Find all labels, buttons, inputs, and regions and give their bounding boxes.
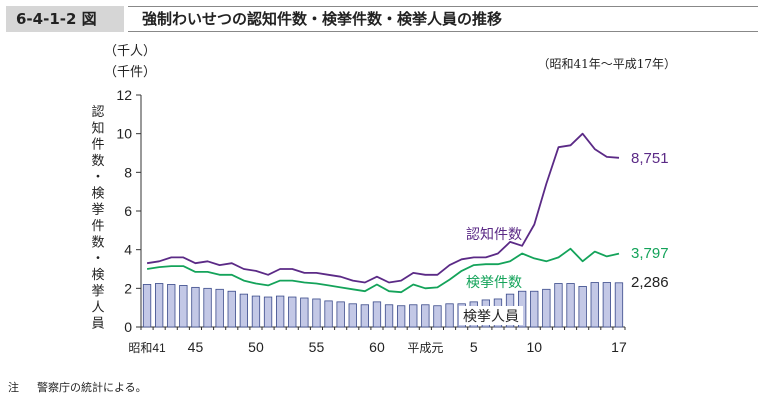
y-axis-label-char: 件	[91, 218, 104, 233]
bar-persons	[251, 295, 261, 328]
y-axis-label-char: 検	[91, 267, 104, 282]
y-tick-label: 0	[124, 319, 132, 335]
period-label: （昭和41年～平成17年）	[537, 57, 676, 71]
y-axis-label-char: 人	[91, 299, 104, 314]
chart-note: 注 警察庁の統計による。	[8, 379, 147, 395]
series-label-recognized: 認知件数	[466, 226, 522, 242]
bar-persons	[215, 288, 224, 328]
bar-persons	[203, 287, 212, 328]
x-tick-label: 50	[248, 339, 264, 355]
bar-persons	[154, 283, 164, 328]
y-axis-label-char: ・	[91, 169, 104, 184]
y-axis-label-char: 挙	[91, 283, 104, 298]
bar-persons	[191, 286, 200, 328]
y-axis-label-char: 検	[91, 185, 104, 200]
x-tick-label: 平成元	[407, 341, 443, 355]
axis-group: 0 2 4 6 8 10 12 昭和41 45 50 55 60 平成元 5 10 17 （千人） （千件） （昭和…	[91, 43, 676, 355]
line-cleared	[146, 247, 620, 294]
bar-persons	[312, 298, 321, 328]
bar-persons	[614, 282, 624, 328]
bar-persons	[530, 290, 539, 328]
bar-persons	[421, 304, 430, 328]
bar-persons	[445, 303, 454, 328]
bar-persons	[167, 284, 176, 328]
bar-persons	[602, 282, 612, 328]
series-label-persons: 検挙人員	[463, 308, 519, 324]
bar-persons	[590, 282, 599, 328]
end-label-cleared: 3,797	[631, 245, 669, 262]
lines-group	[146, 132, 620, 294]
bar-persons	[542, 288, 551, 328]
y-unit-label: （千人）	[104, 43, 156, 58]
bar-persons	[409, 304, 418, 328]
y-tick-label: 6	[124, 203, 132, 219]
bar-persons	[142, 284, 152, 328]
bar-persons	[336, 301, 345, 328]
y-axis-label-char: 認	[91, 104, 104, 119]
series-label-cleared: 検挙件数	[466, 274, 522, 290]
note-text: 警察庁の統計による。	[37, 381, 147, 394]
figure-header: 6-4-1-2 図 強制わいせつの認知件数・検挙件数・検挙人員の推移	[6, 6, 758, 32]
y-tick-label: 12	[116, 87, 132, 103]
x-tick-label: 昭和41	[128, 341, 166, 355]
y-tick-label: 8	[124, 164, 132, 180]
y-axis-label-char: 知	[91, 120, 104, 135]
bar-persons	[288, 296, 297, 328]
figure-title: 強制わいせつの認知件数・検挙件数・検挙人員の推移	[128, 6, 758, 32]
note-label: 注	[8, 381, 19, 394]
y-unit-label: （千件）	[104, 64, 156, 79]
bar-persons	[275, 295, 285, 328]
y-axis-label-char: 件	[91, 137, 104, 152]
bar-persons	[263, 296, 273, 328]
bar-persons	[433, 305, 442, 328]
y-axis-label-char: 挙	[91, 202, 104, 217]
x-tick-label: 55	[309, 339, 325, 355]
line-recognized	[146, 132, 620, 284]
x-tick-label: 17	[611, 339, 627, 355]
y-axis-label-char: 員	[91, 316, 104, 331]
end-label-recognized: 8,751	[631, 150, 669, 167]
bar-persons	[566, 283, 575, 328]
bar-persons	[554, 283, 563, 328]
bar-persons	[300, 297, 309, 328]
bar-persons	[179, 285, 188, 328]
bar-persons	[324, 300, 333, 328]
y-tick-label: 2	[124, 280, 132, 296]
y-axis-label-char: ・	[91, 251, 104, 266]
bar-persons	[360, 304, 370, 328]
x-tick-label: 10	[526, 339, 542, 355]
y-axis-label-char: 数	[91, 234, 104, 249]
y-axis-label-char: 数	[91, 153, 104, 168]
y-tick-label: 10	[116, 126, 132, 142]
bar-persons	[239, 293, 249, 328]
bar-persons	[372, 301, 382, 328]
bar-persons	[578, 285, 587, 328]
bar-persons	[396, 305, 406, 328]
bar-persons	[384, 304, 394, 328]
bars-group	[142, 282, 624, 328]
figure-number: 6-4-1-2 図	[6, 6, 124, 32]
end-label-persons: 2,286	[631, 274, 669, 291]
x-tick-label: 60	[369, 339, 385, 355]
x-tick-label: 45	[188, 339, 204, 355]
bar-persons	[227, 290, 236, 328]
y-tick-label: 4	[124, 242, 132, 258]
x-tick-label: 5	[470, 339, 478, 355]
bar-persons	[348, 303, 357, 328]
series-label-bg	[459, 306, 523, 325]
